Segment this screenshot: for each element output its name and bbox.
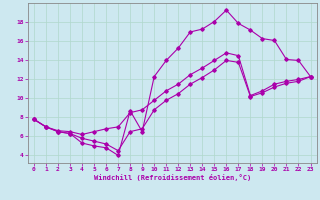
X-axis label: Windchill (Refroidissement éolien,°C): Windchill (Refroidissement éolien,°C) — [94, 174, 251, 181]
